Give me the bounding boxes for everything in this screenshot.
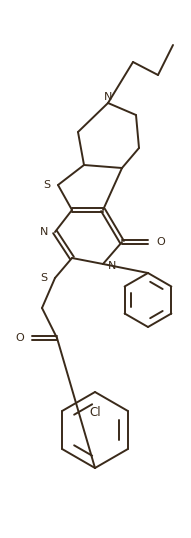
Text: N: N <box>40 227 48 237</box>
Text: O: O <box>156 237 165 247</box>
Text: O: O <box>15 333 24 343</box>
Text: S: S <box>40 273 47 283</box>
Text: N: N <box>104 92 112 102</box>
Text: S: S <box>43 180 50 190</box>
Text: N: N <box>108 261 116 271</box>
Text: Cl: Cl <box>89 406 101 419</box>
